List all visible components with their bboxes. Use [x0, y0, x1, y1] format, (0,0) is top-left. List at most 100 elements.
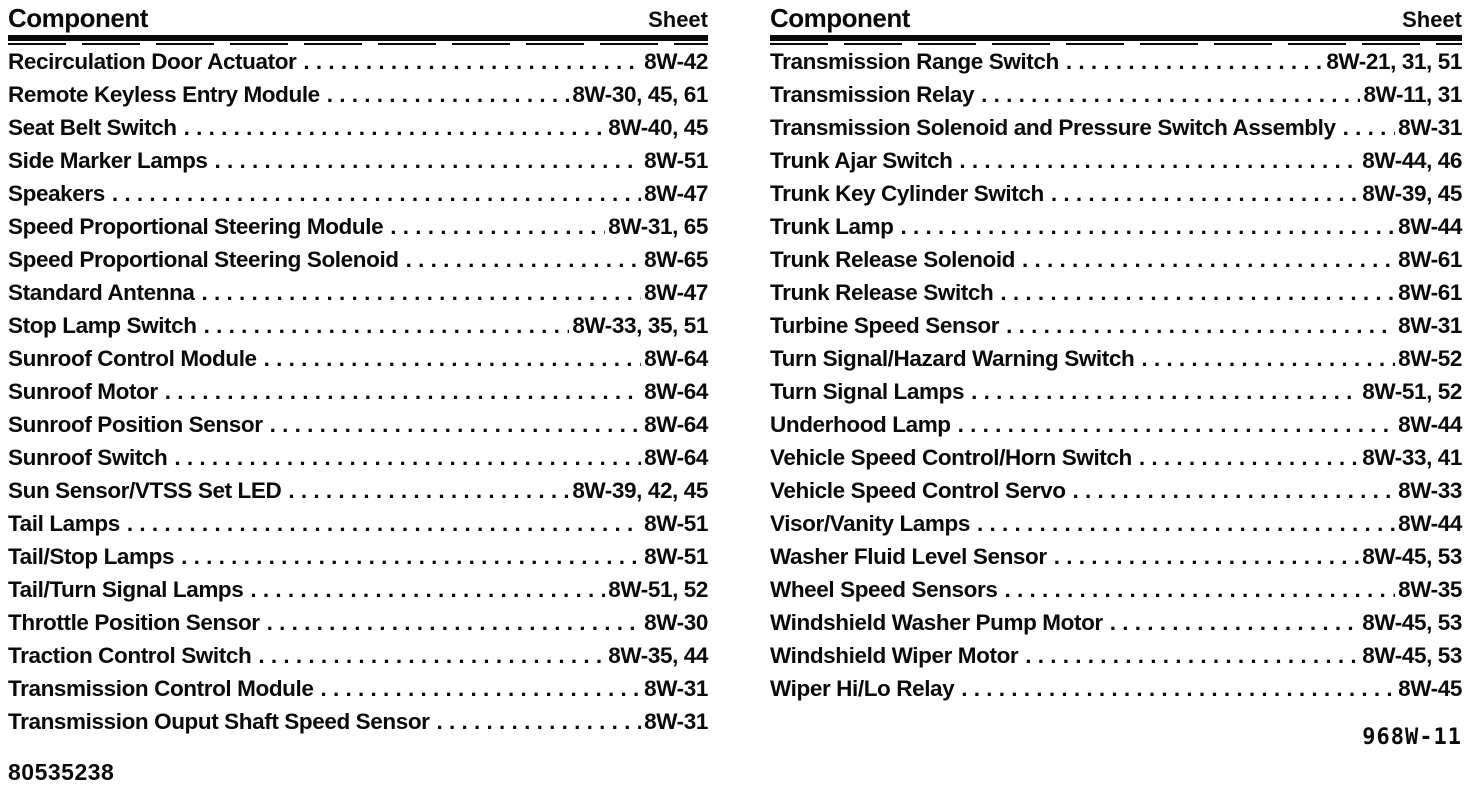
component-name: Remote Keyless Entry Module — [8, 82, 320, 107]
sheet-number: 8W-39, 42, 45 — [572, 478, 708, 503]
index-row: Vehicle Speed Control Servo 8W-33 — [770, 474, 1462, 507]
component-name: Sun Sensor/VTSS Set LED — [8, 478, 282, 503]
sheet-number: 8W-21, 31, 51 — [1326, 49, 1462, 74]
dot-leader — [437, 705, 642, 738]
component-name: Turbine Speed Sensor — [770, 313, 1000, 338]
dot-leader — [406, 243, 642, 276]
dot-leader — [1073, 474, 1396, 507]
dot-leader — [127, 507, 641, 540]
print-code: 80535238 — [8, 759, 115, 785]
index-row: Turn Signal/Hazard Warning Switch 8W-52 — [770, 342, 1462, 375]
sheet-number: 8W-31 — [644, 676, 708, 701]
component-name: Wiper Hi/Lo Relay — [770, 676, 955, 701]
index-row: Sun Sensor/VTSS Set LED 8W-39, 42, 45 — [8, 474, 708, 507]
dot-leader — [1139, 441, 1359, 474]
dot-leader — [288, 474, 569, 507]
dot-leader — [1025, 639, 1359, 672]
index-rows: Recirculation Door Actuator 8W-42 Remote… — [8, 45, 708, 738]
sheet-number: 8W-61 — [1398, 247, 1462, 272]
dot-leader — [961, 672, 1395, 705]
index-row: Standard Antenna 8W-47 — [8, 276, 708, 309]
dot-leader — [958, 408, 1396, 441]
sheet-number: 8W-31, 65 — [608, 214, 708, 239]
dot-leader — [959, 144, 1359, 177]
index-row: Seat Belt Switch 8W-40, 45 — [8, 111, 708, 144]
sheet-number: 8W-51, 52 — [1362, 379, 1462, 404]
dot-leader — [215, 144, 642, 177]
dot-leader — [202, 276, 642, 309]
sheet-number: 8W-64 — [644, 412, 708, 437]
component-name: Throttle Position Sensor — [8, 610, 260, 635]
index-row: Transmission Control Module 8W-31 — [8, 672, 708, 705]
index-row: Tail/Turn Signal Lamps 8W-51, 52 — [8, 573, 708, 606]
dot-leader — [1141, 342, 1395, 375]
sheet-number: 8W-33, 35, 51 — [572, 313, 708, 338]
index-column-left: Component Sheet Recirculation Door Actua… — [8, 5, 708, 784]
index-row: Trunk Release Solenoid 8W-61 — [770, 243, 1462, 276]
index-rows: Transmission Range Switch 8W-21, 31, 51 … — [770, 45, 1462, 705]
dot-leader — [264, 342, 642, 375]
dot-leader — [977, 507, 1395, 540]
sheet-number: 8W-47 — [644, 181, 708, 206]
component-name: Speed Proportional Steering Solenoid — [8, 247, 399, 272]
component-name: Washer Fluid Level Sensor — [770, 544, 1047, 569]
sheet-number: 8W-44 — [1398, 214, 1462, 239]
sheet-number: 8W-30 — [644, 610, 708, 635]
index-row: Windshield Washer Pump Motor 8W-45, 53 — [770, 606, 1462, 639]
component-name: Transmission Control Module — [8, 676, 314, 701]
sheet-number: 8W-44 — [1398, 412, 1462, 437]
sheet-number: 8W-31 — [1398, 115, 1462, 140]
dot-leader — [971, 375, 1359, 408]
component-name: Wheel Speed Sensors — [770, 577, 998, 602]
component-name: Windshield Washer Pump Motor — [770, 610, 1103, 635]
component-name: Visor/Vanity Lamps — [770, 511, 970, 536]
index-row: Sunroof Switch 8W-64 — [8, 441, 708, 474]
index-row: Sunroof Control Module 8W-64 — [8, 342, 708, 375]
index-row: Trunk Key Cylinder Switch 8W-39, 45 — [770, 177, 1462, 210]
sheet-number: 8W-51 — [644, 148, 708, 173]
component-name: Standard Antenna — [8, 280, 195, 305]
header-rule — [770, 35, 1462, 41]
index-row: Tail Lamps 8W-51 — [8, 507, 708, 540]
index-row: Underhood Lamp 8W-44 — [770, 408, 1462, 441]
component-name: Side Marker Lamps — [8, 148, 208, 173]
index-row: Transmission Ouput Shaft Speed Sensor 8W… — [8, 705, 708, 738]
index-row: Speed Proportional Steering Module 8W-31… — [8, 210, 708, 243]
component-name: Trunk Key Cylinder Switch — [770, 181, 1044, 206]
sheet-number: 8W-42 — [644, 49, 708, 74]
dot-leader — [204, 309, 570, 342]
column-header: Component Sheet — [770, 5, 1462, 35]
header-rule — [8, 35, 708, 41]
index-row: Vehicle Speed Control/Horn Switch 8W-33,… — [770, 441, 1462, 474]
dot-leader — [267, 606, 642, 639]
component-name: Turn Signal/Hazard Warning Switch — [770, 346, 1135, 371]
sheet-number: 8W-64 — [644, 379, 708, 404]
index-row: Remote Keyless Entry Module 8W-30, 45, 6… — [8, 78, 708, 111]
dot-leader — [112, 177, 641, 210]
index-row: Speed Proportional Steering Solenoid 8W-… — [8, 243, 708, 276]
dot-leader — [184, 111, 606, 144]
sheet-number: 8W-52 — [1398, 346, 1462, 371]
sheet-number: 8W-39, 45 — [1362, 181, 1462, 206]
sheet-number: 8W-31 — [644, 709, 708, 734]
component-name: Trunk Lamp — [770, 214, 894, 239]
index-row: Stop Lamp Switch 8W-33, 35, 51 — [8, 309, 708, 342]
dot-leader — [1000, 276, 1395, 309]
component-name: Traction Control Switch — [8, 643, 252, 668]
dot-leader — [174, 441, 641, 474]
sheet-number: 8W-47 — [644, 280, 708, 305]
dot-leader — [1022, 243, 1395, 276]
column-header-sheet: Sheet — [1402, 7, 1462, 32]
index-row: Turn Signal Lamps 8W-51, 52 — [770, 375, 1462, 408]
component-name: Speed Proportional Steering Module — [8, 214, 384, 239]
component-name: Turn Signal Lamps — [770, 379, 965, 404]
sheet-number: 8W-45, 53 — [1362, 643, 1462, 668]
dot-leader — [981, 78, 1360, 111]
dot-leader — [303, 45, 641, 78]
sheet-number: 8W-64 — [644, 445, 708, 470]
sheet-number: 8W-40, 45 — [608, 115, 708, 140]
header-rule-scan-artifact — [8, 43, 708, 45]
sheet-number: 8W-44, 46 — [1362, 148, 1462, 173]
dot-leader — [1343, 111, 1396, 144]
index-row: Transmission Relay 8W-11, 31 — [770, 78, 1462, 111]
